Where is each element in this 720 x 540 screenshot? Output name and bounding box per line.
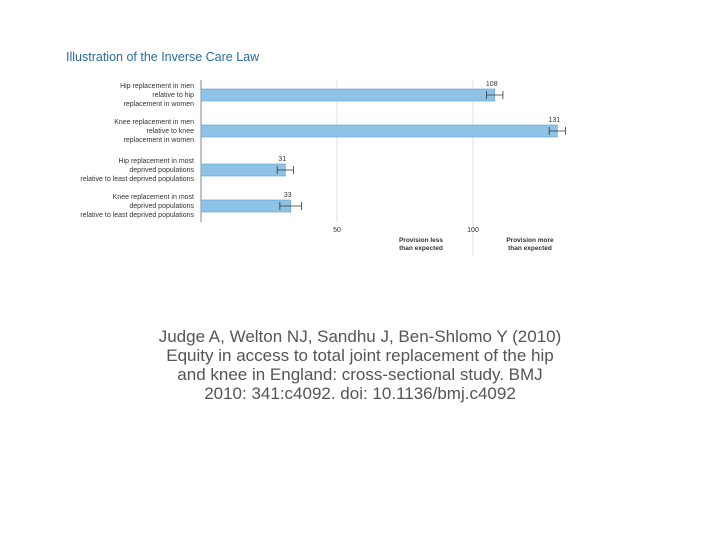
category-label: deprived populations (129, 167, 194, 174)
x-tick-label: 100 (467, 227, 479, 234)
citation-line: 2010: 341:c4092. doi: 10.1136/bmj.c4092 (204, 384, 516, 403)
category-label: relative to least deprived populations (80, 212, 194, 219)
bar (200, 199, 292, 213)
x-annotation: Provision less (399, 237, 443, 244)
category-label: relative to knee (147, 128, 195, 135)
chart-title: Illustration of the Inverse Care Law (66, 50, 260, 64)
category-label: relative to hip (152, 92, 194, 99)
data-label: 33 (284, 192, 292, 199)
data-label: 108 (486, 81, 498, 88)
bar-chart: 50 100 108 Hip replacement in men relative t… (80, 80, 566, 256)
bar (200, 88, 496, 102)
category-label: relative to least deprived populations (80, 176, 194, 183)
category-label: replacement in women (124, 101, 195, 108)
data-label: 131 (548, 117, 560, 124)
category-label: Knee replacement in men (114, 119, 194, 126)
category-label: Hip replacement in men (120, 83, 194, 90)
citation-line: Judge A, Welton NJ, Sandhu J, Ben-Shlomo… (158, 327, 562, 346)
category-label: deprived populations (129, 203, 194, 210)
x-tick-label: 50 (333, 227, 341, 234)
citation: Judge A, Welton NJ, Sandhu J, Ben-Shlomo… (100, 327, 620, 403)
data-label: 31 (278, 156, 286, 163)
x-annotation: than expected (508, 245, 552, 252)
category-label: Hip replacement in most (119, 158, 195, 165)
category-label: replacement in women (124, 137, 195, 144)
x-annotation: than expected (399, 245, 443, 252)
bar (200, 163, 286, 177)
bar (200, 124, 558, 138)
x-annotation: Provision more (506, 237, 554, 244)
category-label: Knee replacement in most (113, 194, 194, 201)
citation-line: and knee in England: cross-sectional stu… (177, 365, 543, 384)
citation-line: Equity in access to total joint replacem… (166, 346, 554, 365)
